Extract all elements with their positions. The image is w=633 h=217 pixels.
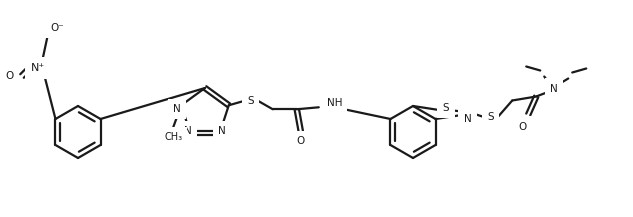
Text: N: N: [184, 126, 192, 136]
Text: O: O: [6, 71, 14, 81]
Text: N: N: [218, 126, 225, 136]
Text: O⁻: O⁻: [50, 23, 64, 33]
Text: S: S: [487, 112, 494, 122]
Text: O: O: [297, 136, 305, 146]
Text: N: N: [463, 114, 472, 124]
Text: N⁺: N⁺: [31, 63, 45, 73]
Text: O: O: [518, 122, 527, 132]
Text: CH₃: CH₃: [164, 132, 182, 142]
Text: NH: NH: [327, 98, 342, 108]
Text: S: S: [248, 96, 254, 106]
Text: N: N: [550, 84, 558, 94]
Text: S: S: [442, 103, 449, 113]
Text: N: N: [173, 104, 181, 114]
